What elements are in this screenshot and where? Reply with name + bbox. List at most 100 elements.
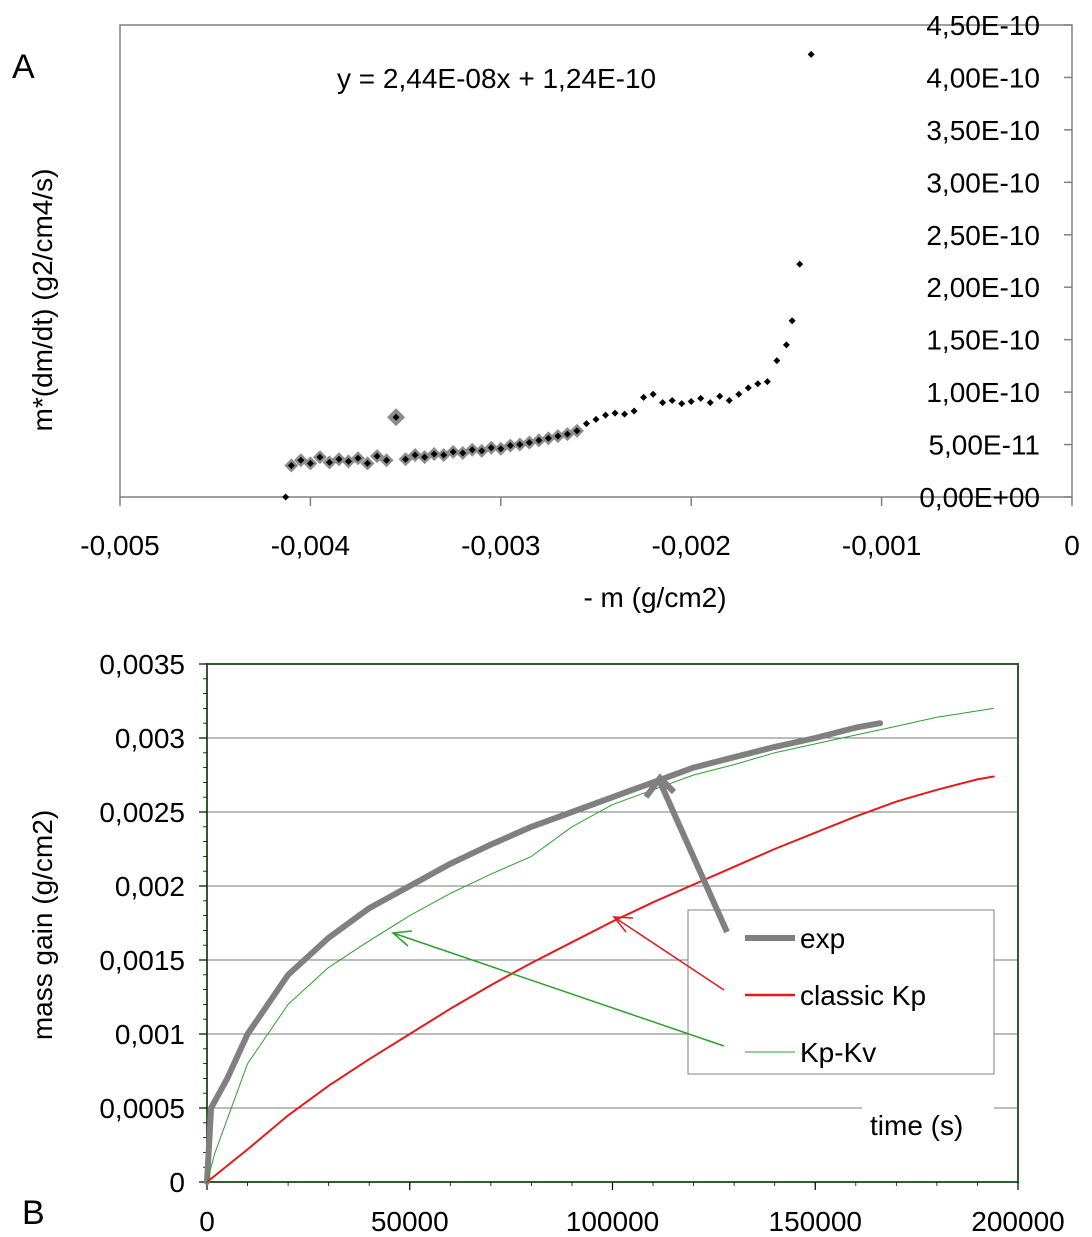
panel-a-x-tick-label: -0,004	[271, 530, 350, 561]
panel-b-x-axis-label: time (s)	[870, 1110, 963, 1141]
panel-a-data-point	[402, 455, 410, 463]
arrow-kp-kv	[392, 932, 725, 1047]
panel-a-data-point	[611, 409, 619, 417]
panel-a-data-point	[440, 451, 448, 459]
panel-a-data-point	[573, 427, 581, 435]
panel-a-data-point	[525, 438, 533, 446]
panel-a-x-tick-label: 0	[1064, 530, 1080, 561]
panel-a-data-point	[563, 430, 571, 438]
panel-a-data-point	[373, 452, 381, 460]
panel-a-x-axis-label: - m (g/cm2)	[583, 582, 726, 613]
panel-a-data-point	[735, 390, 743, 398]
panel-b-y-axis: 0 0,0005 0,001 0,0015 0,002 0,0025 0,003 0,0035	[99, 649, 207, 1198]
panel-a-data-point	[430, 450, 438, 458]
legend-label-exp: exp	[800, 923, 845, 954]
panel-a-y-tick-label: 3,00E-10	[926, 167, 1040, 198]
panel-a-data-point	[659, 399, 667, 407]
panel-a-data-point	[487, 444, 495, 452]
panel-a-data-point	[544, 434, 552, 442]
panel-a-data-point	[649, 390, 657, 398]
panel-a-y-tick-label: 4,00E-10	[926, 62, 1040, 93]
panel-a-data-point	[282, 493, 290, 501]
panel-a-data-point	[354, 454, 362, 462]
panel-b-y-tick-label: 0,0035	[99, 649, 185, 680]
panel-a: A -0,005 -0,004 -0,003 -0,002 -0,001 0 0,00E+…	[12, 10, 1080, 613]
panel-a-data-point	[449, 448, 457, 456]
panel-a-data-point	[630, 407, 638, 415]
legend-box	[687, 909, 995, 1075]
panel-b-y-tick-label: 0,0025	[99, 797, 185, 828]
panel-a-data-point	[621, 410, 629, 418]
panel-a-data-point	[807, 50, 815, 58]
legend-label-classic-kp: classic Kp	[800, 980, 926, 1011]
panel-b-y-tick-label: 0,002	[115, 871, 185, 902]
panel-a-data-point	[316, 453, 324, 461]
panel-a-data-point	[582, 420, 590, 428]
panel-a-data-point	[535, 436, 543, 444]
panel-a-data-point	[325, 458, 333, 466]
panel-a-data-point	[697, 394, 705, 402]
panel-a-x-tick-label: -0,002	[651, 530, 730, 561]
panel-a-y-tick-label: 0,00E+00	[919, 482, 1040, 513]
panel-a-equation: y = 2,44E-08x + 1,24E-10	[337, 63, 656, 94]
panel-a-data-point	[335, 455, 343, 463]
panel-a-y-tick-label: 2,50E-10	[926, 220, 1040, 251]
panel-a-plot-border	[119, 24, 1073, 498]
arrow-classic-kp	[613, 916, 725, 991]
panel-a-data-point	[796, 260, 804, 268]
panel-a-data-point	[411, 451, 419, 459]
panel-a-data-point	[725, 397, 733, 405]
panel-b-x-tick-label: 150000	[769, 1206, 862, 1237]
panel-b-y-tick-label: 0,0005	[99, 1093, 185, 1124]
panel-a-data-point	[773, 357, 781, 365]
panel-b-y-axis-label: mass gain (g/cm2)	[27, 810, 58, 1040]
panel-b-y-tick-label: 0	[169, 1167, 185, 1198]
panel-a-data-point	[478, 447, 486, 455]
panel-a-data-point	[344, 457, 352, 465]
panel-b-y-tick-label: 0,001	[115, 1019, 185, 1050]
panel-a-data-point	[678, 400, 686, 408]
arrow-classic-kp-head	[612, 916, 634, 933]
panel-a-x-axis: -0,005 -0,004 -0,003 -0,002 -0,001 0	[80, 497, 1080, 561]
panel-a-data-point	[459, 449, 467, 457]
arrow-exp	[657, 780, 730, 934]
series-line-kp-kv	[206, 707, 995, 1183]
panel-a-data-point	[392, 413, 400, 421]
legend-label-kp-kv: Kp-Kv	[800, 1037, 876, 1068]
panel-a-data-point	[297, 456, 305, 464]
arrow-kp-kv-head	[391, 930, 413, 947]
panel-a-data-point	[364, 459, 372, 467]
series-line-exp	[204, 720, 884, 1185]
panel-a-data-point	[640, 393, 648, 401]
panel-a-y-tick-label: 1,50E-10	[926, 325, 1040, 356]
panel-a-data-point	[516, 441, 524, 449]
panel-b-x-tick-label: 200000	[971, 1206, 1064, 1237]
panel-a-label: A	[12, 48, 35, 86]
panel-a-data-point	[421, 453, 429, 461]
panel-a-data-point	[383, 456, 391, 464]
annotation-arrows	[391, 773, 730, 1047]
panel-a-data-point	[497, 445, 505, 453]
panel-a-x-tick-label: -0,001	[842, 530, 921, 561]
panel-a-data-point	[592, 415, 600, 423]
panel-a-x-tick-label: -0,005	[80, 530, 159, 561]
panel-a-y-tick-label: 5,00E-11	[928, 430, 1040, 461]
panel-b-label: B	[22, 1194, 45, 1232]
panel-a-points	[282, 50, 815, 501]
panel-a-x-tick-label: -0,003	[461, 530, 540, 561]
panel-a-data-point	[287, 462, 295, 470]
panel-a-y-tick-label: 4,50E-10	[926, 10, 1040, 41]
panel-a-data-point	[744, 384, 752, 392]
panel-a-data-point	[602, 411, 610, 419]
panel-a-y-tick-label: 3,50E-10	[926, 115, 1040, 146]
panel-a-data-point	[668, 397, 676, 405]
panel-b: B 0 0,0005 0,001 0,0015 0,002 0,0025 0,003 0,00…	[22, 649, 1065, 1237]
panel-a-y-tick-label: 1,00E-10	[926, 377, 1040, 408]
panel-a-data-point	[754, 380, 762, 388]
panel-a-data-point	[706, 399, 714, 407]
panel-b-x-tick-label: 100000	[566, 1206, 659, 1237]
panel-a-data-point	[554, 432, 562, 440]
time-label-bg	[862, 1100, 994, 1144]
series-line-classic-kp	[206, 775, 995, 1183]
